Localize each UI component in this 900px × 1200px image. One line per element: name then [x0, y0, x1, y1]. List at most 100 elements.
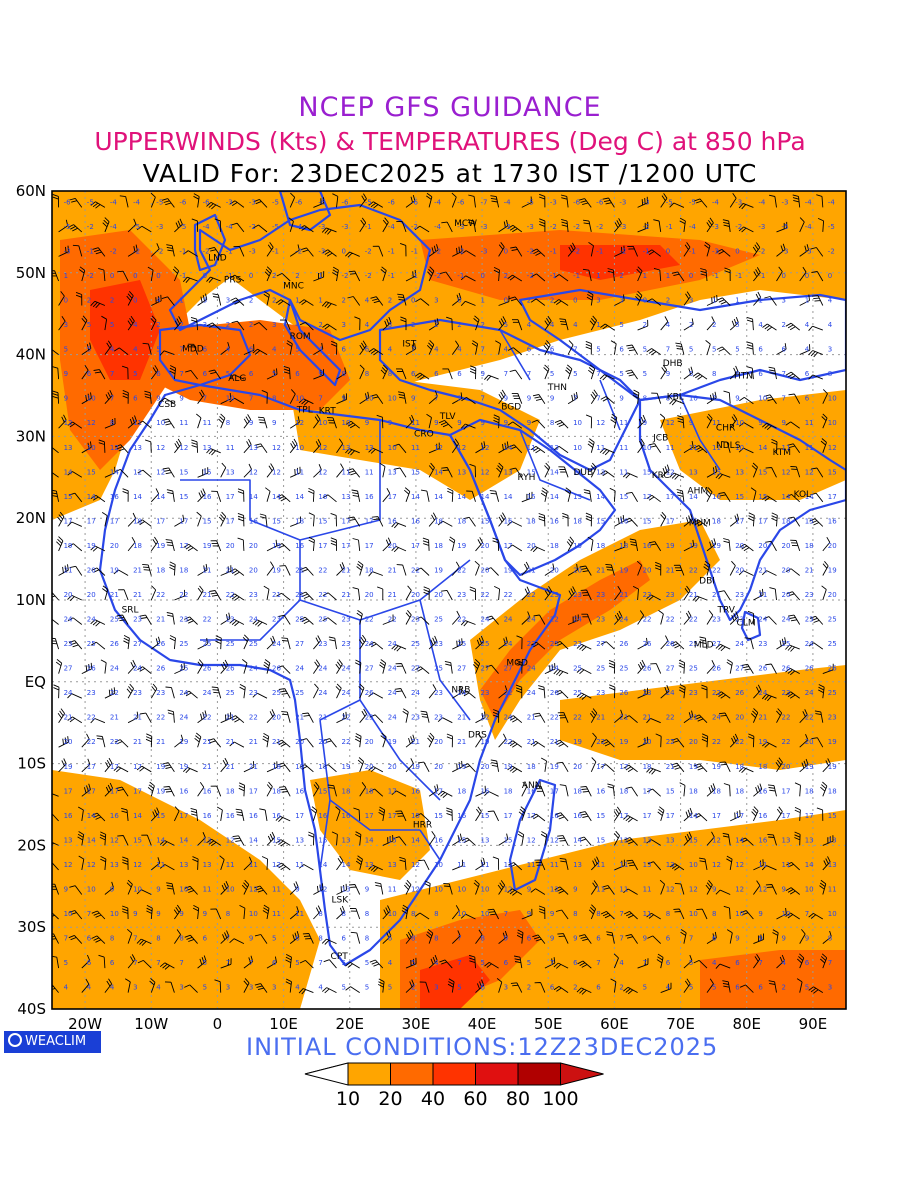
- temp-value: 5: [527, 959, 531, 967]
- wind-barb: [391, 644, 407, 652]
- wind-barb: [497, 880, 506, 895]
- temp-value: 5: [156, 346, 160, 354]
- temp-value: 18: [179, 567, 188, 575]
- temp-value: 24: [758, 616, 767, 624]
- temp-value: -1: [758, 272, 765, 280]
- temp-value: 7: [596, 395, 600, 403]
- temp-value: 20: [550, 567, 559, 575]
- wind-barb: [90, 619, 106, 627]
- temp-value: 15: [411, 812, 420, 820]
- temp-value: -3: [805, 247, 812, 255]
- temp-value: 10: [689, 861, 698, 869]
- wind-barb: [517, 831, 525, 846]
- temp-value: -3: [643, 198, 650, 206]
- wind-barb: [650, 663, 662, 674]
- wind-barb: [379, 462, 386, 478]
- wind-barb: [623, 888, 638, 895]
- temp-value: 24: [527, 689, 536, 697]
- coast-madagascar: [508, 778, 557, 892]
- temp-value: 18: [782, 517, 791, 525]
- lon-label: 20W: [68, 1015, 102, 1033]
- wind-barb: [137, 519, 152, 527]
- wind-barb: [81, 392, 92, 405]
- wind-barb: [261, 389, 268, 404]
- temp-value: 22: [782, 738, 791, 746]
- temp-value: 7: [782, 395, 786, 403]
- temp-value: 11: [596, 861, 605, 869]
- wind-barb: [371, 516, 384, 527]
- temp-value: 14: [573, 836, 582, 844]
- temp-value: 8: [828, 370, 832, 378]
- temp-value: -3: [550, 198, 557, 206]
- wind-barb: [299, 225, 314, 233]
- temp-value: 20: [87, 591, 96, 599]
- wind-barb: [336, 883, 347, 895]
- temp-value: 20: [318, 738, 327, 746]
- wind-barb: [382, 217, 389, 233]
- temp-value: 17: [179, 517, 188, 525]
- temp-value: 4: [318, 984, 323, 992]
- wind-barb: [646, 788, 661, 797]
- temp-value: 21: [712, 591, 721, 599]
- temp-value: 16: [295, 542, 304, 550]
- wind-barb: [623, 815, 638, 823]
- wind-barb: [209, 590, 222, 601]
- temp-value: 13: [203, 836, 212, 844]
- temp-value: 17: [110, 763, 119, 771]
- temp-value: 26: [156, 665, 165, 673]
- temp-value: 15: [666, 787, 675, 795]
- wind-barb: [609, 684, 616, 699]
- wind-barb: [553, 274, 569, 282]
- temp-value: 27: [596, 640, 605, 648]
- temp-value: 25: [110, 616, 119, 624]
- wind-barb: [748, 733, 755, 748]
- temp-value: 7: [249, 959, 253, 967]
- temp-value: 13: [828, 836, 837, 844]
- wind-barb: [487, 810, 500, 822]
- temp-value: 8: [643, 395, 647, 403]
- temp-value: 22: [712, 738, 721, 746]
- wind-barb: [558, 466, 569, 478]
- temp-value: 20: [87, 567, 96, 575]
- wind-barb: [632, 389, 640, 404]
- temp-value: 23: [342, 640, 351, 648]
- wind-barb: [553, 299, 569, 306]
- wind-barb: [785, 568, 800, 576]
- temp-value: 20: [249, 542, 258, 550]
- temp-value: 15: [156, 812, 165, 820]
- wind-barb: [588, 364, 596, 380]
- temp-value: 25: [249, 640, 258, 648]
- temp-value: 9: [318, 370, 322, 378]
- wind-barb: [336, 562, 345, 576]
- wind-barb: [753, 783, 763, 797]
- wind-barb: [496, 462, 504, 478]
- temp-value: 15: [203, 517, 212, 525]
- wind-barb: [252, 692, 268, 699]
- temp-value: 22: [388, 616, 397, 624]
- wind-barb: [187, 343, 199, 355]
- temp-value: 8: [226, 910, 230, 918]
- wind-barb: [100, 855, 107, 870]
- temp-value: 23: [805, 591, 814, 599]
- wind-barb: [345, 986, 360, 993]
- temp-value: 15: [434, 812, 443, 820]
- temp-value: 20: [365, 591, 374, 599]
- temp-value: 0: [805, 272, 809, 280]
- wind-barb: [281, 711, 291, 723]
- temp-value: 9: [388, 419, 392, 427]
- wind-barb: [553, 986, 569, 993]
- wind-barb: [197, 389, 205, 404]
- wind-barb: [212, 293, 222, 306]
- temp-value: 3: [249, 984, 253, 992]
- temp-value: 22: [712, 567, 721, 575]
- temp-value: 12: [619, 836, 628, 844]
- temp-value: 6: [619, 346, 624, 354]
- wind-barb: [90, 201, 106, 209]
- wind-barb: [769, 587, 777, 601]
- wind-barb: [676, 489, 685, 502]
- wind-barb: [382, 487, 391, 503]
- wind-barb: [492, 709, 500, 723]
- wind-barb: [151, 857, 161, 871]
- wind-barb: [229, 619, 245, 627]
- temp-value: 13: [550, 444, 559, 452]
